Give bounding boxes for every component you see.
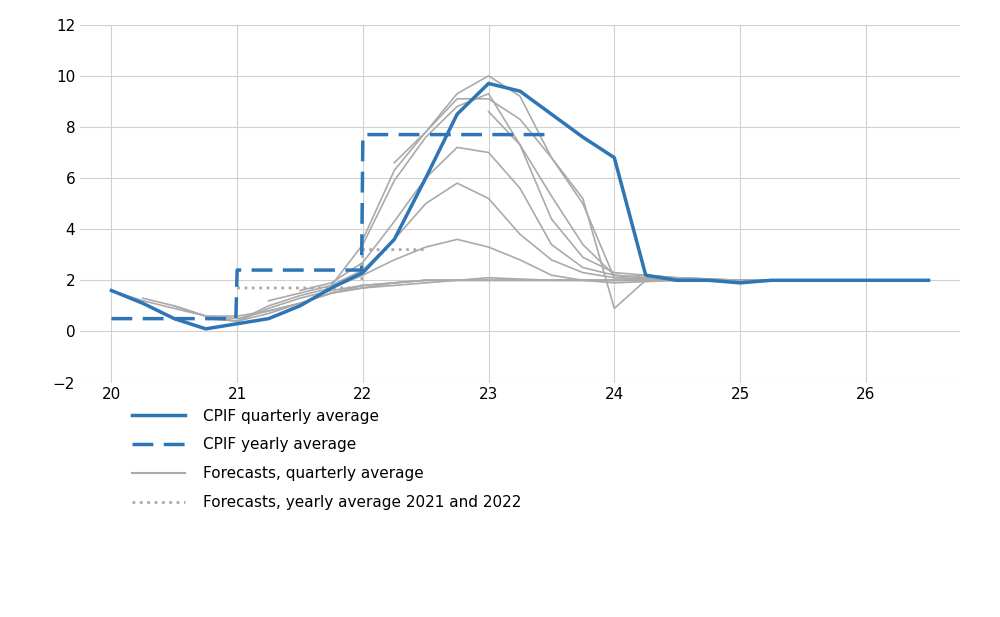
Legend: CPIF quarterly average, CPIF yearly average, Forecasts, quarterly average, Forec: CPIF quarterly average, CPIF yearly aver…: [132, 408, 522, 510]
